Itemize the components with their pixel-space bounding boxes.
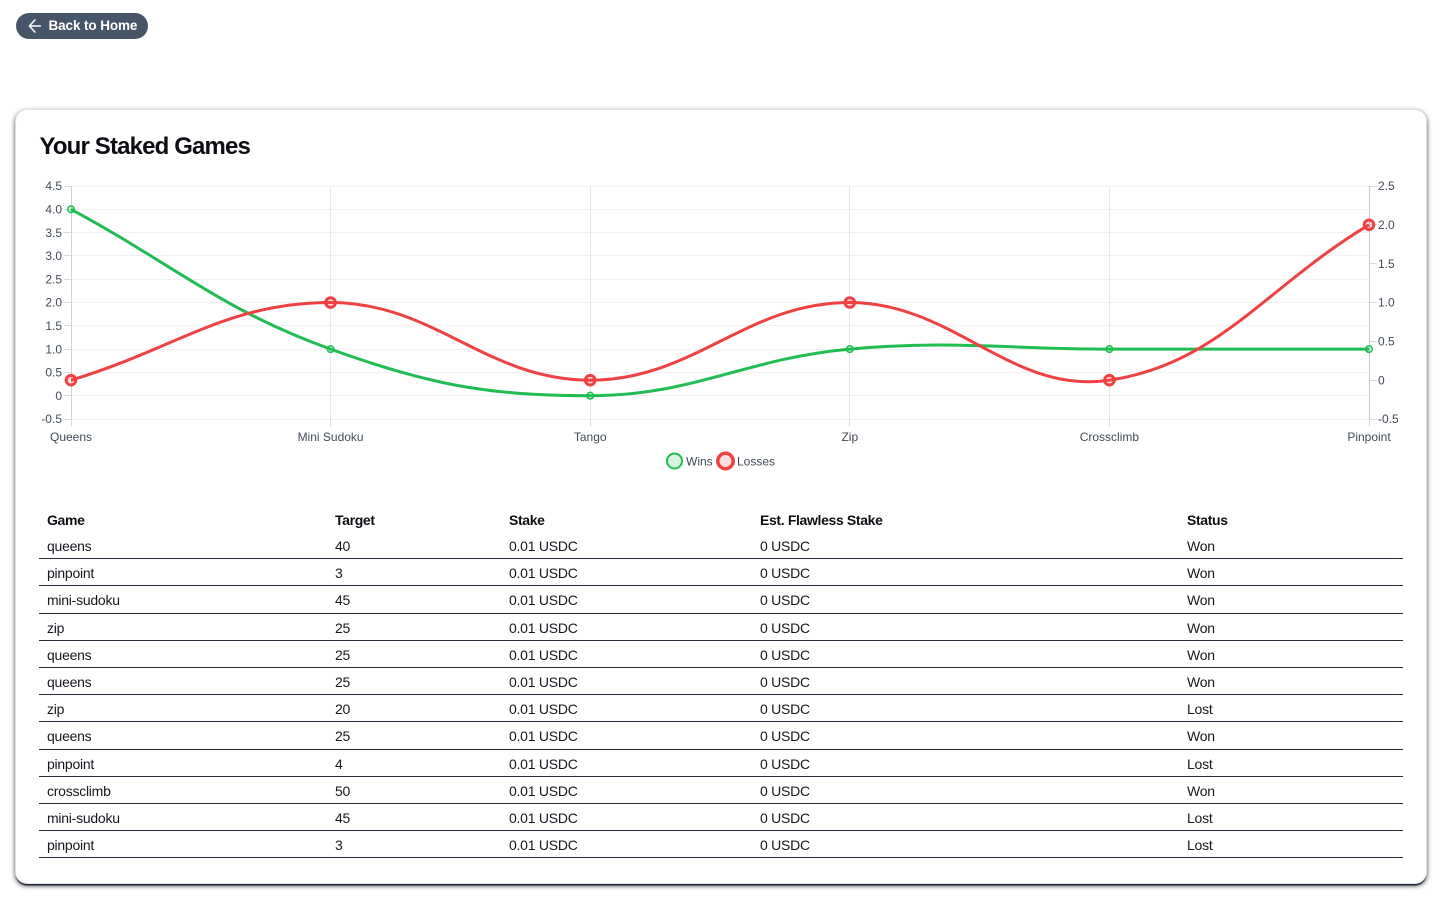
svg-text:2.5: 2.5 [1378, 179, 1395, 193]
svg-text:1.5: 1.5 [45, 319, 62, 333]
svg-text:Queens: Queens [50, 430, 92, 444]
svg-text:0.5: 0.5 [45, 366, 62, 380]
svg-text:2.5: 2.5 [45, 272, 62, 286]
svg-text:Crossclimb: Crossclimb [1080, 430, 1140, 444]
svg-text:Zip: Zip [841, 430, 858, 444]
svg-text:0.5: 0.5 [1378, 335, 1395, 349]
svg-text:1.0: 1.0 [45, 342, 62, 356]
svg-text:-0.5: -0.5 [1378, 412, 1399, 426]
svg-text:3.0: 3.0 [45, 249, 62, 263]
svg-text:4.0: 4.0 [45, 203, 62, 217]
svg-text:Tango: Tango [574, 430, 607, 444]
svg-text:2.0: 2.0 [45, 296, 62, 310]
svg-text:Mini Sudoku: Mini Sudoku [298, 430, 364, 444]
svg-text:0: 0 [55, 389, 62, 403]
svg-text:2.0: 2.0 [1378, 218, 1395, 232]
svg-text:0: 0 [1378, 373, 1385, 387]
svg-text:4.5: 4.5 [45, 179, 62, 193]
svg-text:3.5: 3.5 [45, 226, 62, 240]
svg-text:-0.5: -0.5 [41, 412, 62, 426]
svg-text:1.0: 1.0 [1378, 296, 1395, 310]
svg-text:Wins: Wins [686, 454, 713, 468]
svg-text:1.5: 1.5 [1378, 257, 1395, 271]
svg-text:Pinpoint: Pinpoint [1347, 430, 1391, 444]
svg-text:Losses: Losses [737, 454, 775, 468]
